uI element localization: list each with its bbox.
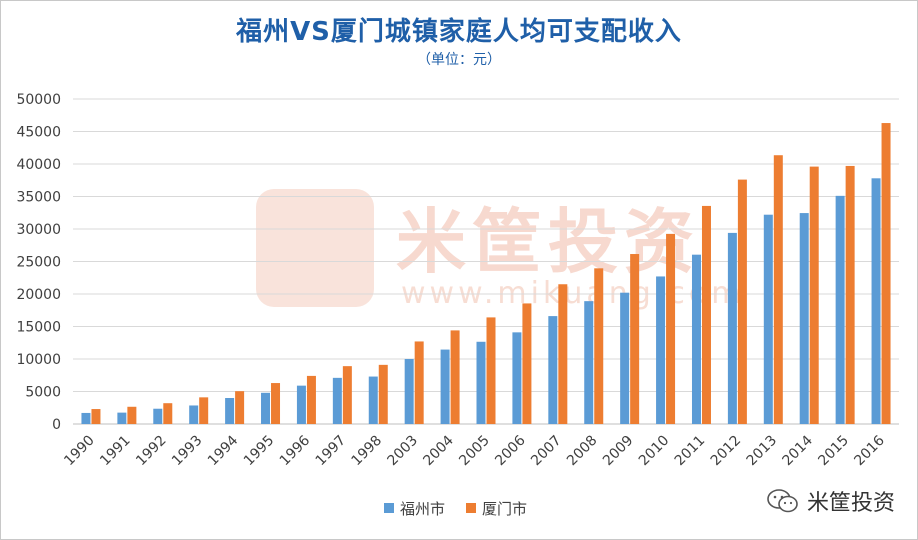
bar-xiamen — [91, 409, 101, 424]
x-tick-label: 1990 — [61, 433, 98, 470]
bar-xiamen — [342, 366, 352, 424]
x-tick-label: 1993 — [169, 433, 206, 470]
x-tick-label: 2003 — [384, 433, 421, 470]
x-tick-label: 1995 — [241, 433, 278, 470]
bar-xiamen — [414, 341, 424, 424]
bar-fuzhou — [656, 276, 666, 424]
x-tick-label: 2016 — [851, 432, 888, 469]
bar-fuzhou — [512, 332, 522, 424]
y-tick-label: 10000 — [16, 352, 61, 368]
wechat-icon — [767, 489, 798, 513]
bar-xiamen — [594, 268, 604, 424]
bar-fuzhou — [440, 349, 450, 424]
bar-xiamen — [881, 123, 891, 425]
y-tick-label: 25000 — [16, 255, 61, 271]
bar-xiamen — [809, 166, 819, 424]
y-tick-label: 0 — [52, 417, 61, 433]
legend-swatch — [466, 503, 476, 513]
legend-swatch — [384, 503, 394, 513]
bar-fuzhou — [584, 301, 594, 424]
x-tick-label: 2013 — [744, 433, 781, 470]
bar-fuzhou — [261, 392, 271, 424]
x-tick-label: 2012 — [708, 433, 745, 470]
x-tick-label: 2006 — [492, 432, 529, 469]
x-tick-label: 1998 — [349, 433, 386, 470]
bar-xiamen — [127, 406, 137, 424]
bar-xiamen — [271, 383, 281, 424]
y-tick-label: 45000 — [16, 125, 61, 141]
bar-fuzhou — [835, 195, 845, 424]
brand-label: 米筐投资 — [806, 491, 895, 516]
bar-xiamen — [701, 205, 711, 424]
bar-fuzhou — [117, 412, 127, 424]
bar-xiamen — [773, 155, 783, 424]
legend-entry: 福州市 — [400, 500, 445, 518]
y-tick-label: 20000 — [16, 287, 61, 303]
x-tick-label: 2011 — [672, 433, 709, 470]
x-tick-label: 1991 — [97, 433, 134, 470]
bar-fuzhou — [476, 341, 486, 424]
bar-fuzhou — [296, 385, 306, 424]
chart-subtitle: （单位：元） — [417, 52, 501, 68]
watermark-text: 米筐投资 — [396, 201, 700, 283]
bar-xiamen — [666, 233, 676, 424]
y-tick-label: 30000 — [16, 222, 61, 238]
legend-entry: 厦门市 — [482, 500, 527, 518]
bar-xiamen — [522, 303, 532, 424]
bar-xiamen — [630, 254, 640, 424]
x-tick-label: 2010 — [636, 433, 673, 470]
y-tick-label: 40000 — [16, 157, 61, 173]
x-tick-label: 1994 — [205, 432, 242, 469]
bar-xiamen — [845, 165, 855, 424]
x-tick-label: 2015 — [815, 433, 852, 470]
y-tick-label: 5000 — [25, 385, 61, 401]
x-tick-label: 2005 — [456, 433, 493, 470]
y-tick-label: 50000 — [16, 92, 61, 108]
y-tick-label: 15000 — [16, 320, 61, 336]
x-tick-label: 1992 — [133, 433, 170, 470]
bar-fuzhou — [189, 405, 199, 424]
bar-fuzhou — [225, 398, 235, 424]
bar-fuzhou — [548, 316, 558, 424]
x-tick-label: 2007 — [528, 433, 565, 470]
x-tick-label: 1996 — [277, 432, 314, 469]
x-tick-label: 2009 — [600, 433, 637, 470]
bar-xiamen — [737, 179, 747, 424]
bar-xiamen — [486, 317, 496, 424]
bar-fuzhou — [368, 376, 378, 424]
bar-xiamen — [450, 330, 460, 424]
bar-xiamen — [235, 391, 245, 424]
x-tick-label: 2008 — [564, 433, 601, 470]
bar-fuzhou — [153, 408, 163, 424]
bar-xiamen — [163, 403, 173, 424]
bar-xiamen — [378, 364, 388, 424]
bar-fuzhou — [81, 412, 91, 424]
y-tick-label: 35000 — [16, 190, 61, 206]
bar-fuzhou — [727, 232, 737, 424]
bar-xiamen — [558, 284, 568, 424]
watermark-logo — [256, 189, 374, 307]
bar-xiamen — [306, 375, 316, 424]
bar-fuzhou — [763, 214, 773, 424]
bar-fuzhou — [871, 178, 881, 424]
bar-fuzhou — [332, 377, 342, 424]
bar-fuzhou — [799, 213, 809, 424]
brand-badge: 米筐投资 — [767, 485, 895, 517]
chart-title: 福州VS厦门城镇家庭人均可支配收入 — [236, 17, 682, 47]
x-tick-label: 1997 — [313, 433, 350, 470]
bar-xiamen — [199, 397, 209, 424]
x-tick-label: 2014 — [780, 432, 817, 469]
bar-fuzhou — [620, 292, 630, 424]
bar-fuzhou — [691, 254, 701, 424]
bar-fuzhou — [404, 359, 414, 424]
x-tick-label: 2004 — [420, 432, 457, 469]
